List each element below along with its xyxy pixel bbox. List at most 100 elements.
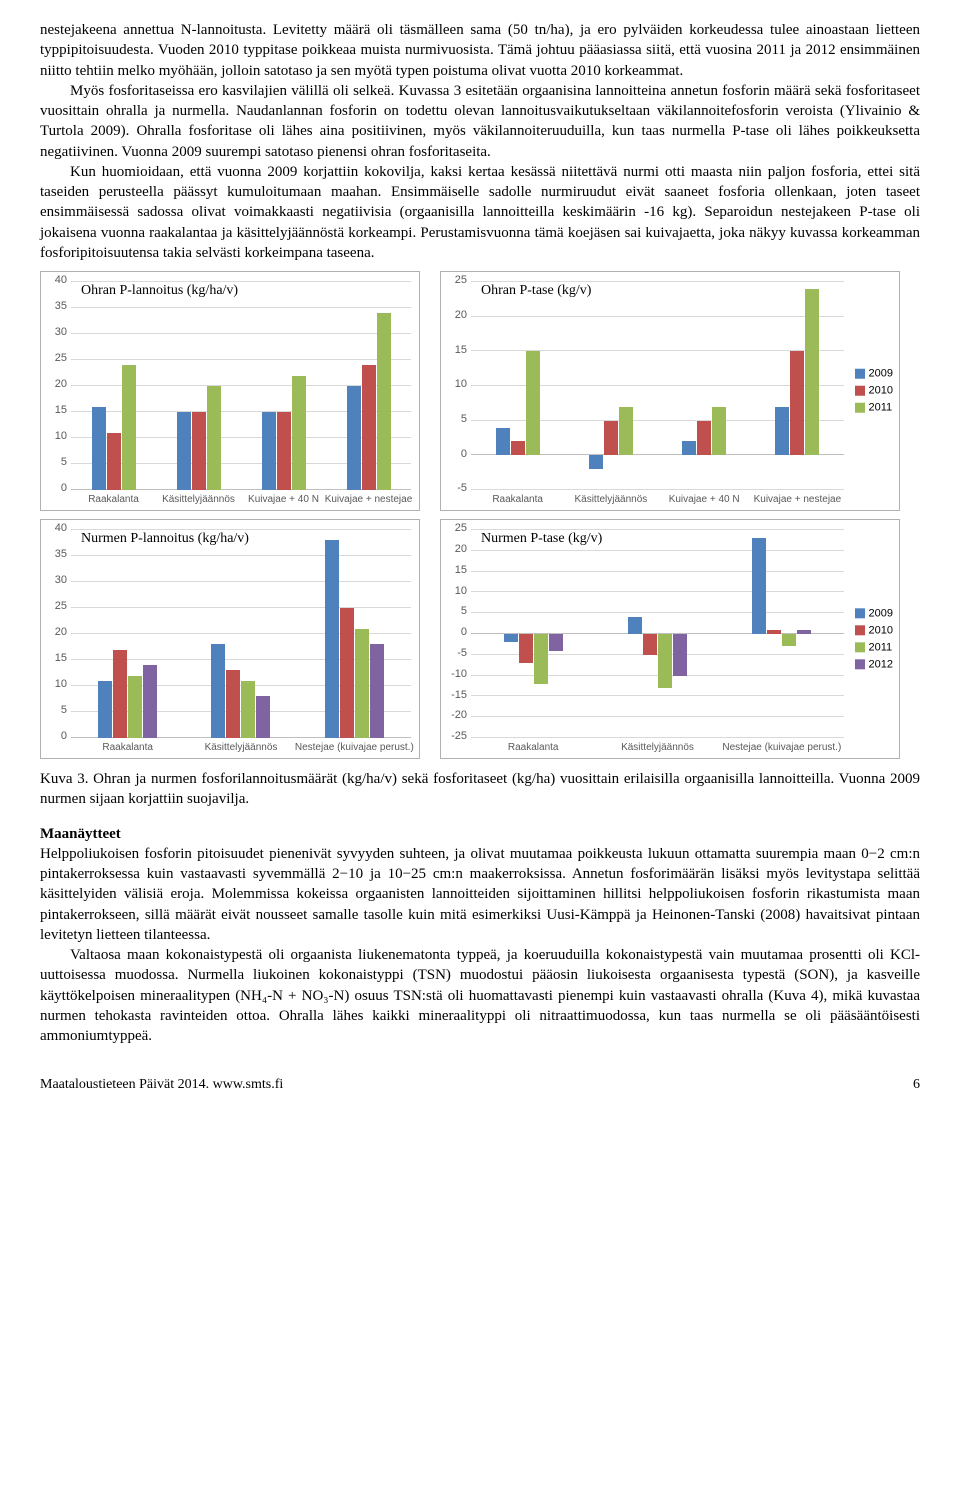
y-tick-label: 25	[455, 521, 467, 536]
bar	[207, 386, 221, 490]
bar	[177, 412, 191, 490]
y-tick-label: 5	[61, 703, 67, 718]
y-tick-label: 20	[55, 377, 67, 392]
bar	[549, 634, 563, 651]
y-tick-label: 20	[455, 308, 467, 323]
y-tick-label: 10	[455, 377, 467, 392]
legend-swatch	[855, 659, 865, 669]
bar	[128, 676, 142, 738]
footer-left: Maataloustieteen Päivät 2014. www.smts.f…	[40, 1076, 283, 1095]
bar	[658, 634, 672, 688]
y-tick-label: 0	[461, 447, 467, 462]
bar	[526, 351, 540, 455]
bar	[241, 681, 255, 738]
legend-label: 2010	[869, 384, 893, 399]
bar	[697, 421, 711, 456]
legend-swatch	[855, 626, 865, 636]
bar	[211, 644, 225, 738]
y-tick-label: 15	[55, 651, 67, 666]
y-tick-label: 10	[55, 429, 67, 444]
bar	[619, 407, 633, 456]
charts-row-1: Ohran P-lannoitus (kg/ha/v)0510152025303…	[40, 271, 920, 511]
y-tick-label: 40	[55, 521, 67, 536]
paragraph: Myös fosforitaseissa ero kasvilajien väl…	[40, 81, 920, 162]
bar	[643, 634, 657, 655]
chart-nurmi-p-lannoitus: Nurmen P-lannoitus (kg/ha/v)051015202530…	[40, 519, 420, 759]
bar	[107, 433, 121, 490]
bar	[504, 634, 518, 642]
bar-group: Raakalanta	[471, 282, 564, 490]
legend-swatch	[855, 369, 865, 379]
bar	[362, 365, 376, 490]
category-label: Nestejae (kuivajae perust.)	[707, 742, 856, 753]
bar	[534, 634, 548, 684]
y-tick-label: 20	[55, 625, 67, 640]
bar	[775, 407, 789, 456]
bar	[256, 696, 270, 738]
bar-group: Nestejae (kuivajae perust.)	[720, 530, 844, 738]
bar	[277, 412, 291, 490]
y-tick-label: 20	[455, 542, 467, 557]
legend-item: 2010	[855, 623, 893, 638]
category-label: Nestejae (kuivajae perust.)	[286, 742, 422, 753]
charts-row-2: Nurmen P-lannoitus (kg/ha/v)051015202530…	[40, 519, 920, 759]
y-tick-label: 15	[55, 403, 67, 418]
category-label: Kuivajae + nestejae	[318, 494, 420, 505]
bar	[782, 634, 796, 646]
bar	[519, 634, 533, 663]
bar-group: Raakalanta	[71, 282, 156, 490]
bar-group: Kuivajae + 40 N	[658, 282, 751, 490]
bar	[325, 540, 339, 738]
bar	[712, 407, 726, 456]
paragraph: Kun huomioidaan, että vuonna 2009 korjat…	[40, 162, 920, 263]
legend-label: 2011	[869, 640, 893, 655]
legend-item: 2011	[855, 400, 893, 415]
legend-item: 2012	[855, 657, 893, 672]
bar	[673, 634, 687, 676]
bar	[143, 665, 157, 738]
legend-label: 2009	[869, 606, 893, 621]
legend-label: 2011	[869, 400, 893, 415]
bar-group: Käsittelyjäännös	[595, 530, 719, 738]
bar	[805, 289, 819, 455]
y-tick-label: 25	[55, 599, 67, 614]
bar	[790, 351, 804, 455]
legend-item: 2009	[855, 606, 893, 621]
paragraph: Helppoliukoisen fosforin pitoisuudet pie…	[40, 844, 920, 945]
bar-group: Käsittelyjäännös	[564, 282, 657, 490]
y-tick-label: 35	[55, 547, 67, 562]
y-tick-label: 40	[55, 273, 67, 288]
bar	[511, 441, 525, 455]
chart-nurmi-p-tase: Nurmen P-tase (kg/v)-25-20-15-10-5051015…	[440, 519, 900, 759]
bar-group: Kuivajae + nestejae	[751, 282, 844, 490]
category-label: Kuivajae + nestejae	[741, 494, 853, 505]
bar	[226, 670, 240, 738]
paragraph: nestejakeena annettua N-lannoitusta. Lev…	[40, 20, 920, 81]
legend-swatch	[855, 403, 865, 413]
bar	[628, 617, 642, 634]
bar-group: Kuivajae + nestejae	[326, 282, 411, 490]
bar-group: Käsittelyjäännös	[184, 530, 297, 738]
y-tick-label: 25	[455, 273, 467, 288]
legend-item: 2009	[855, 367, 893, 382]
bar	[797, 630, 811, 634]
legend-swatch	[855, 386, 865, 396]
legend-label: 2009	[869, 367, 893, 382]
y-tick-label: 10	[455, 584, 467, 599]
chart-ohra-p-lannoitus: Ohran P-lannoitus (kg/ha/v)0510152025303…	[40, 271, 420, 511]
legend-item: 2010	[855, 384, 893, 399]
page-footer: Maataloustieteen Päivät 2014. www.smts.f…	[40, 1076, 920, 1095]
y-tick-label: 25	[55, 351, 67, 366]
y-tick-label: -5	[457, 646, 467, 661]
bar	[752, 538, 766, 634]
y-tick-label: 15	[455, 563, 467, 578]
bar	[347, 386, 361, 490]
y-tick-label: 30	[55, 573, 67, 588]
bar-group: Käsittelyjäännös	[156, 282, 241, 490]
y-tick-label: -20	[451, 708, 467, 723]
legend-label: 2010	[869, 623, 893, 638]
bar-group: Raakalanta	[471, 530, 595, 738]
bar	[377, 313, 391, 490]
section-heading: Maanäytteet	[40, 824, 920, 844]
bar	[604, 421, 618, 456]
